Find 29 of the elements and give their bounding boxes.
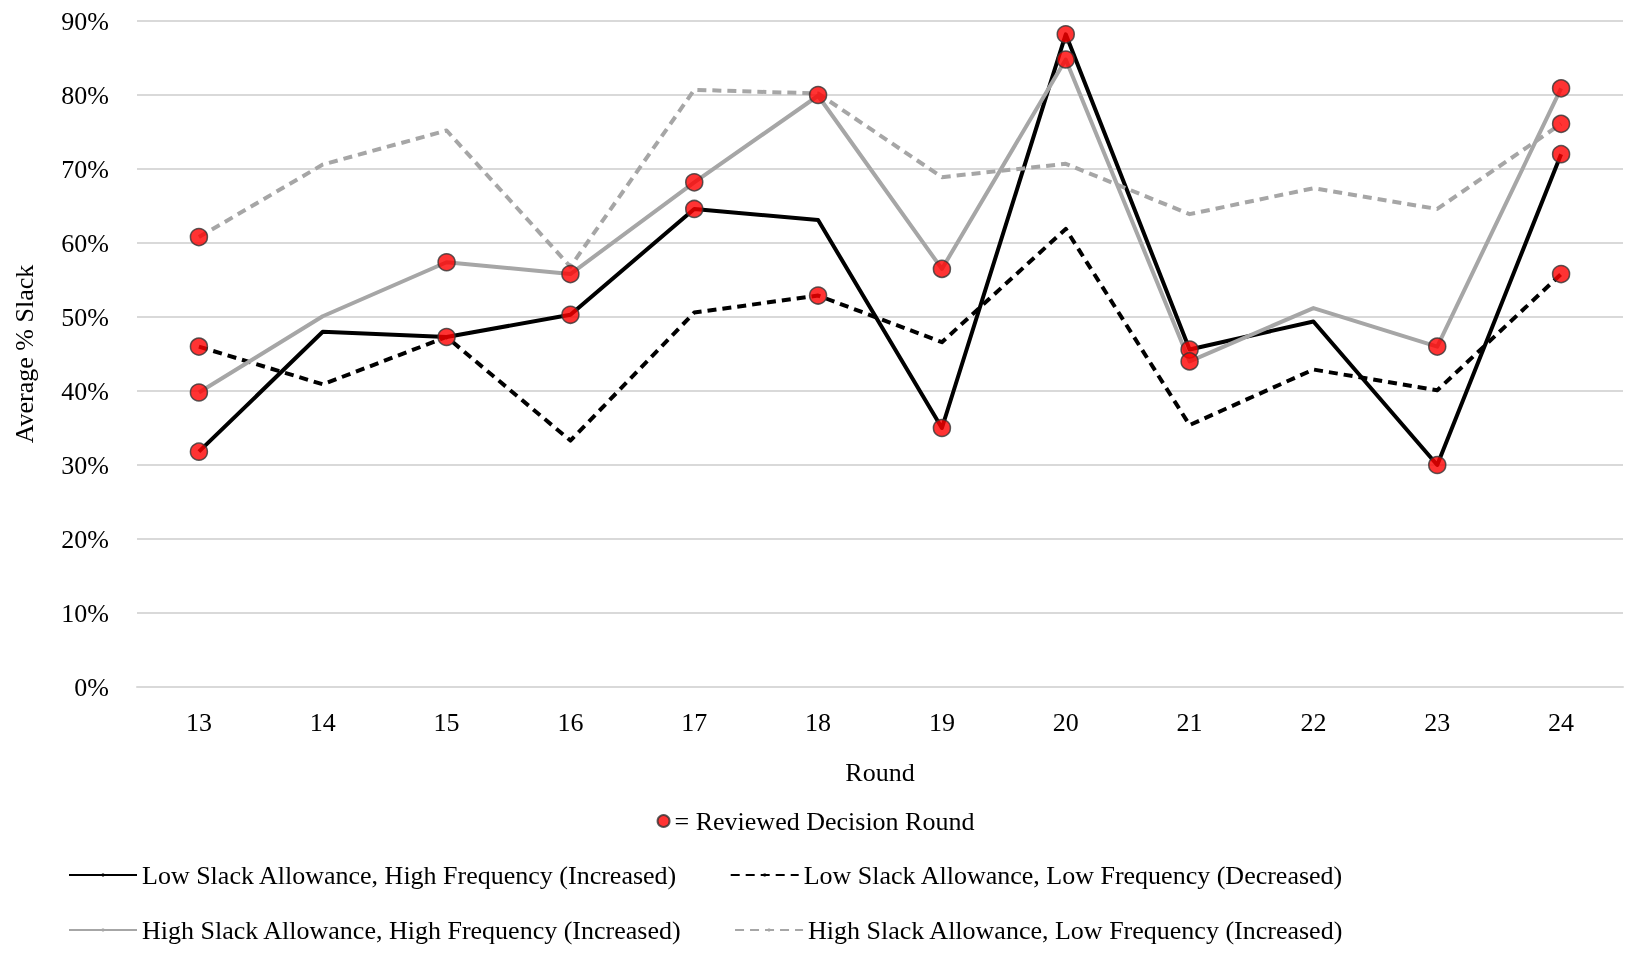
x-tick-label: 14 <box>309 707 336 737</box>
x-tick-label: 16 <box>557 707 584 737</box>
x-tick-label: 23 <box>1424 707 1451 737</box>
y-tick-label: 80% <box>61 80 109 110</box>
x-tick-label: 21 <box>1176 707 1203 737</box>
legend-label: = Reviewed Decision Round <box>674 806 975 836</box>
y-tick-label: 20% <box>61 524 109 554</box>
x-tick-label: 18 <box>805 707 832 737</box>
x-axis-title: Round <box>845 757 915 787</box>
y-tick-label: 50% <box>61 302 109 332</box>
y-axis-title: Average % Slack <box>9 264 39 444</box>
y-tick-label: 70% <box>61 154 109 184</box>
x-tick-label: 17 <box>681 707 708 737</box>
legend-label: High Slack Allowance, High Frequency (Increased) <box>142 915 681 945</box>
x-tick-label: 19 <box>928 707 955 737</box>
y-tick-label: 0% <box>74 672 109 702</box>
y-tick-label: 30% <box>61 450 109 480</box>
x-tick-label: 22 <box>1300 707 1327 737</box>
x-tick-label: 20 <box>1052 707 1079 737</box>
y-tick-label: 90% <box>61 6 109 36</box>
legend-label: Low Slack Allowance, High Frequency (Increased) <box>142 860 677 890</box>
x-tick-label: 15 <box>433 707 460 737</box>
legend-label: High Slack Allowance, Low Frequency (Increased) <box>808 915 1343 945</box>
y-tick-label: 10% <box>61 598 109 628</box>
y-tick-label: 60% <box>61 228 109 258</box>
y-tick-label: 40% <box>61 376 109 406</box>
x-tick-label: 24 <box>1548 707 1575 737</box>
legend-label: Low Slack Allowance, Low Frequency (Decreased) <box>803 860 1343 890</box>
x-tick-label: 13 <box>185 707 212 737</box>
